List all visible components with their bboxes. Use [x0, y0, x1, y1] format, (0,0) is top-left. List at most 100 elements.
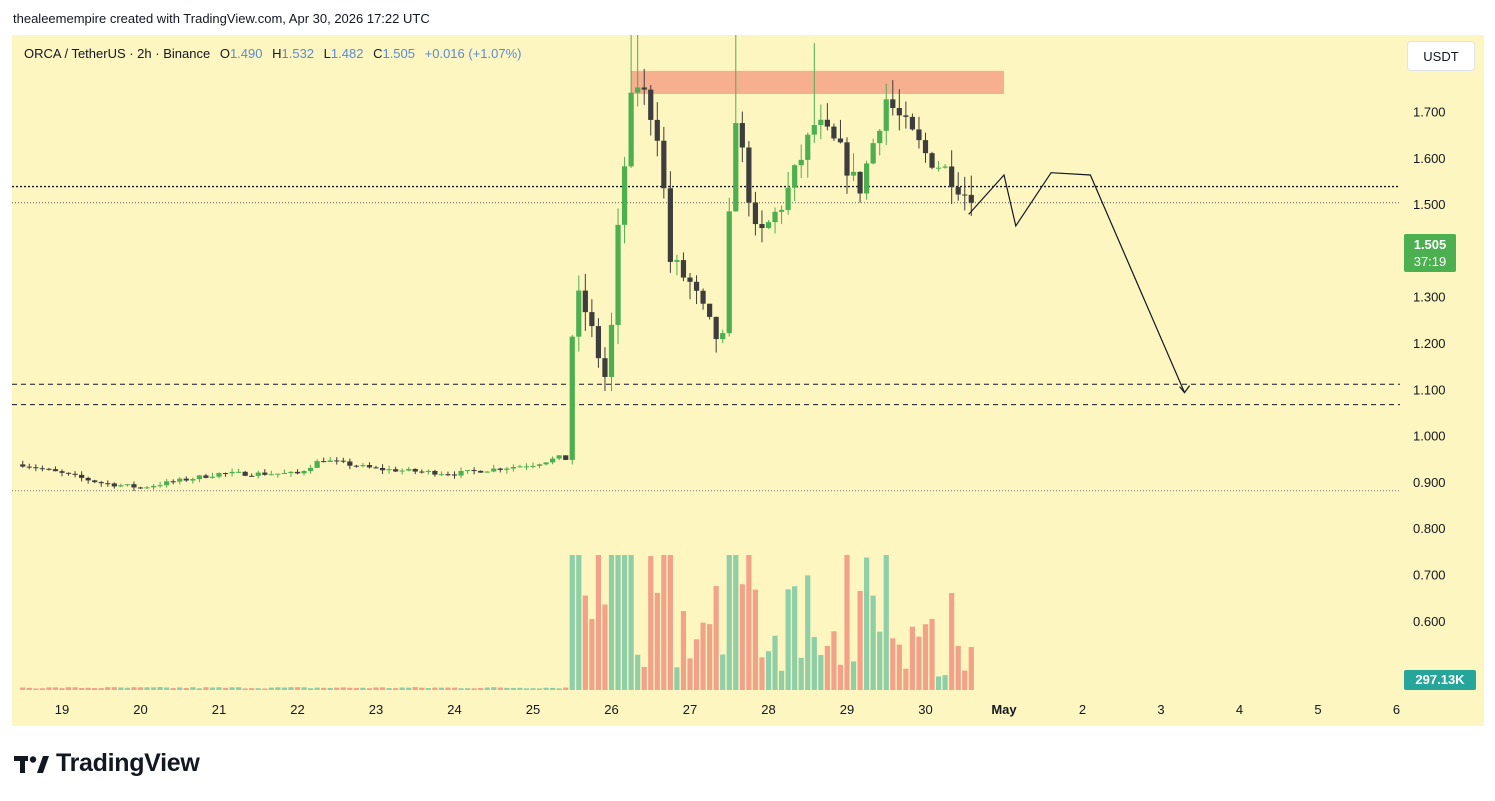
- candle-body: [661, 140, 667, 189]
- volume-bar: [131, 687, 137, 690]
- volume-bar: [877, 631, 883, 690]
- candle-body: [379, 468, 386, 471]
- candle-body: [707, 303, 713, 317]
- candle-body: [294, 471, 301, 474]
- candle-body: [543, 462, 549, 465]
- candle-body: [216, 473, 222, 477]
- volume-bar: [942, 675, 948, 690]
- volume-bar: [399, 687, 405, 690]
- high-label: H: [272, 46, 282, 61]
- candle-body: [968, 194, 974, 203]
- price-chart[interactable]: 1.8001.7001.6001.5001.4001.3001.2001.100…: [12, 35, 1484, 726]
- tradingview-logo-icon: [14, 755, 49, 773]
- volume-bar: [236, 687, 242, 690]
- candle-body: [602, 358, 608, 377]
- candle-body: [563, 455, 569, 460]
- volume-bar: [203, 687, 209, 690]
- chart-area[interactable]: 1.8001.7001.6001.5001.4001.3001.2001.100…: [12, 35, 1484, 726]
- candle-body: [949, 166, 955, 188]
- candle-body: [46, 468, 52, 470]
- volume-bar: [746, 555, 752, 690]
- volume-bars: [20, 555, 974, 690]
- candle-body: [72, 473, 78, 475]
- candle-body: [700, 290, 706, 304]
- volume-bar: [59, 688, 65, 690]
- volume-bar: [837, 664, 844, 690]
- bar-countdown: 37:19: [1413, 254, 1447, 269]
- high-value: 1.532: [281, 46, 315, 61]
- candle-body: [386, 469, 392, 471]
- volume-bar: [65, 687, 72, 690]
- volume-bar: [451, 687, 458, 690]
- candle-body: [720, 333, 726, 340]
- candle-body: [124, 484, 131, 486]
- volume-bar: [602, 604, 608, 690]
- candle-body: [249, 475, 255, 477]
- low-value: 1.482: [330, 46, 364, 61]
- brand-name: TradingView: [56, 749, 200, 777]
- candle-body: [837, 138, 844, 143]
- volume-bar: [33, 688, 39, 690]
- volume-bar: [883, 555, 889, 690]
- time-tick-label: 4: [1236, 702, 1243, 717]
- time-tick-label: 5: [1314, 702, 1321, 717]
- candle-body: [484, 471, 490, 473]
- volume-bar: [412, 687, 418, 690]
- projection-path: [968, 172, 1186, 393]
- volume-bar: [288, 687, 294, 690]
- candle-body: [105, 483, 111, 485]
- volume-bar: [26, 687, 32, 690]
- volume-bar: [366, 688, 373, 690]
- candle-body: [733, 123, 739, 212]
- candle-body: [909, 116, 916, 130]
- volume-bar: [92, 688, 98, 690]
- candle-body: [412, 468, 418, 472]
- volume-bar: [909, 626, 916, 690]
- candle-body: [824, 119, 830, 127]
- volume-bar: [98, 688, 104, 690]
- volume-bar: [608, 555, 615, 690]
- candle-body: [190, 479, 196, 481]
- projection-group: [968, 172, 1191, 394]
- candle-body: [150, 485, 157, 488]
- volume-bar: [929, 618, 935, 690]
- candle-body: [458, 471, 464, 476]
- volume-bar: [386, 688, 392, 690]
- volume-bar: [190, 687, 196, 690]
- candle-body: [818, 119, 824, 126]
- price-axis: 1.8001.7001.6001.5001.4001.3001.2001.100…: [1413, 58, 1446, 629]
- candle-body: [327, 460, 333, 462]
- volume-bar: [321, 687, 327, 690]
- candle-body: [857, 171, 863, 194]
- volume-tag: 297.13K: [1404, 670, 1476, 690]
- volume-bar: [792, 586, 798, 690]
- currency-button[interactable]: USDT: [1407, 41, 1475, 71]
- candle-body: [870, 143, 876, 164]
- tradingview-logo[interactable]: TradingView: [14, 749, 200, 778]
- time-tick-label: 6: [1393, 702, 1400, 717]
- volume-bar: [464, 688, 471, 690]
- volume-bar: [124, 687, 131, 690]
- volume-bar: [504, 687, 510, 690]
- volume-bar: [432, 687, 438, 690]
- volume-bar: [896, 644, 902, 690]
- candle-body: [510, 467, 516, 469]
- candle-body: [262, 472, 268, 475]
- time-tick-label: 3: [1157, 702, 1164, 717]
- candle-body: [850, 171, 857, 176]
- supply-zone: [631, 70, 1004, 94]
- candle-body: [877, 130, 883, 144]
- candle-body: [183, 478, 189, 481]
- time-tick-label: 21: [212, 702, 226, 717]
- volume-bar: [249, 688, 255, 690]
- candle-body: [778, 209, 785, 212]
- volume-bar: [818, 655, 824, 690]
- chart-legend: ORCA / TetherUS · 2h · Binance O1.490 H1…: [24, 46, 522, 61]
- candle-body: [268, 474, 274, 476]
- volume-bar: [353, 687, 359, 690]
- volume-bar: [458, 688, 464, 690]
- candle-body: [792, 165, 798, 188]
- candle-body: [111, 483, 117, 487]
- candle-body: [222, 473, 229, 475]
- candle-body: [942, 166, 948, 168]
